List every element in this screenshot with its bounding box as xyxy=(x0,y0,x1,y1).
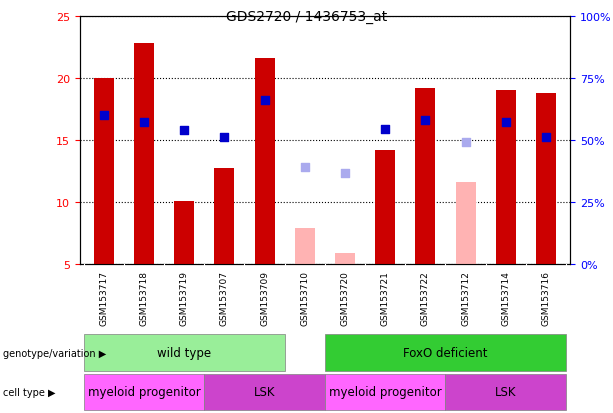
Bar xyxy=(174,201,194,264)
Bar xyxy=(215,169,234,264)
Bar xyxy=(84,335,284,371)
Text: LSK: LSK xyxy=(254,385,275,399)
Text: myeloid progenitor: myeloid progenitor xyxy=(329,385,441,399)
Point xyxy=(541,135,551,141)
Point xyxy=(300,164,310,171)
Point xyxy=(139,120,149,126)
Text: GDS2720 / 1436753_at: GDS2720 / 1436753_at xyxy=(226,10,387,24)
Text: LSK: LSK xyxy=(495,385,517,399)
Bar xyxy=(295,228,315,264)
Point xyxy=(179,127,189,134)
Bar xyxy=(536,93,556,264)
Point xyxy=(461,140,471,146)
Bar xyxy=(254,59,275,264)
Bar xyxy=(204,374,325,410)
Point xyxy=(260,97,270,104)
Text: FoxO deficient: FoxO deficient xyxy=(403,346,488,359)
Point xyxy=(421,117,430,124)
Point xyxy=(99,112,109,119)
Point xyxy=(340,171,350,177)
Bar xyxy=(325,374,446,410)
Point xyxy=(380,126,390,133)
Text: genotype/variation ▶: genotype/variation ▶ xyxy=(3,348,106,358)
Bar xyxy=(455,183,476,264)
Bar xyxy=(446,374,566,410)
Bar xyxy=(496,91,516,264)
Bar xyxy=(335,253,355,264)
Bar xyxy=(325,335,566,371)
Text: cell type ▶: cell type ▶ xyxy=(3,387,56,397)
Text: myeloid progenitor: myeloid progenitor xyxy=(88,385,200,399)
Bar xyxy=(134,44,154,264)
Bar xyxy=(375,150,395,264)
Point xyxy=(501,120,511,126)
Bar xyxy=(84,374,204,410)
Bar xyxy=(416,88,435,264)
Text: wild type: wild type xyxy=(157,346,211,359)
Bar xyxy=(94,78,114,264)
Point xyxy=(219,135,229,141)
